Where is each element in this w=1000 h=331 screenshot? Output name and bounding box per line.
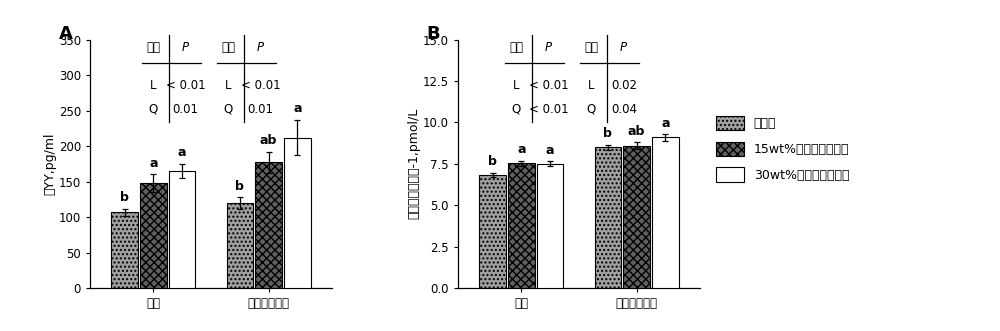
Bar bbox=[595, 147, 621, 288]
Text: 0.01: 0.01 bbox=[173, 103, 199, 116]
Text: 效应: 效应 bbox=[146, 41, 160, 54]
Text: ab: ab bbox=[260, 134, 277, 147]
Text: 0.02: 0.02 bbox=[611, 79, 637, 92]
Bar bbox=[255, 163, 282, 288]
Text: < 0.01: < 0.01 bbox=[241, 79, 280, 92]
Text: Q: Q bbox=[223, 103, 233, 116]
Text: a: a bbox=[149, 157, 158, 170]
Bar bbox=[652, 137, 679, 288]
Text: Q: Q bbox=[586, 103, 596, 116]
Text: < 0.01: < 0.01 bbox=[529, 103, 569, 116]
Legend: 对照组, 15wt%小麦糊粉层粉组, 30wt%小麦糊粉层粉组: 对照组, 15wt%小麦糊粉层粉组, 30wt%小麦糊粉层粉组 bbox=[716, 116, 849, 182]
Text: Q: Q bbox=[511, 103, 521, 116]
Text: a: a bbox=[546, 144, 554, 157]
Text: < 0.01: < 0.01 bbox=[529, 79, 569, 92]
Y-axis label: 胰高血糖素样肽-1,pmol/L: 胰高血糖素样肽-1,pmol/L bbox=[407, 108, 420, 219]
Text: L: L bbox=[513, 79, 519, 92]
Bar bbox=[623, 146, 650, 288]
Text: P: P bbox=[620, 41, 627, 54]
Text: 效应: 效应 bbox=[509, 41, 523, 54]
Text: A: A bbox=[59, 25, 72, 43]
Bar bbox=[111, 212, 138, 288]
Bar bbox=[284, 138, 311, 288]
Text: < 0.01: < 0.01 bbox=[166, 79, 205, 92]
Text: 0.01: 0.01 bbox=[248, 103, 274, 116]
Text: 效应: 效应 bbox=[584, 41, 598, 54]
Text: P: P bbox=[545, 41, 552, 54]
Text: a: a bbox=[178, 146, 186, 159]
Bar bbox=[479, 175, 506, 288]
Text: 效应: 效应 bbox=[221, 41, 235, 54]
Text: P: P bbox=[182, 41, 189, 54]
Text: b: b bbox=[603, 127, 612, 140]
Bar bbox=[140, 183, 167, 288]
Text: b: b bbox=[235, 180, 244, 193]
Bar bbox=[508, 163, 535, 288]
Text: b: b bbox=[488, 155, 497, 168]
Bar bbox=[169, 171, 195, 288]
Bar bbox=[227, 203, 253, 288]
Text: P: P bbox=[257, 41, 264, 54]
Text: ab: ab bbox=[628, 125, 645, 138]
Text: B: B bbox=[426, 25, 440, 43]
Text: L: L bbox=[588, 79, 594, 92]
Text: a: a bbox=[661, 117, 670, 130]
Y-axis label: 肽YY,pg/ml: 肽YY,pg/ml bbox=[43, 133, 56, 195]
Text: b: b bbox=[120, 191, 129, 204]
Text: a: a bbox=[293, 102, 302, 116]
Text: 0.04: 0.04 bbox=[611, 103, 637, 116]
Text: L: L bbox=[225, 79, 231, 92]
Text: a: a bbox=[517, 143, 526, 156]
Text: Q: Q bbox=[148, 103, 158, 116]
Bar bbox=[537, 164, 563, 288]
Text: L: L bbox=[150, 79, 156, 92]
